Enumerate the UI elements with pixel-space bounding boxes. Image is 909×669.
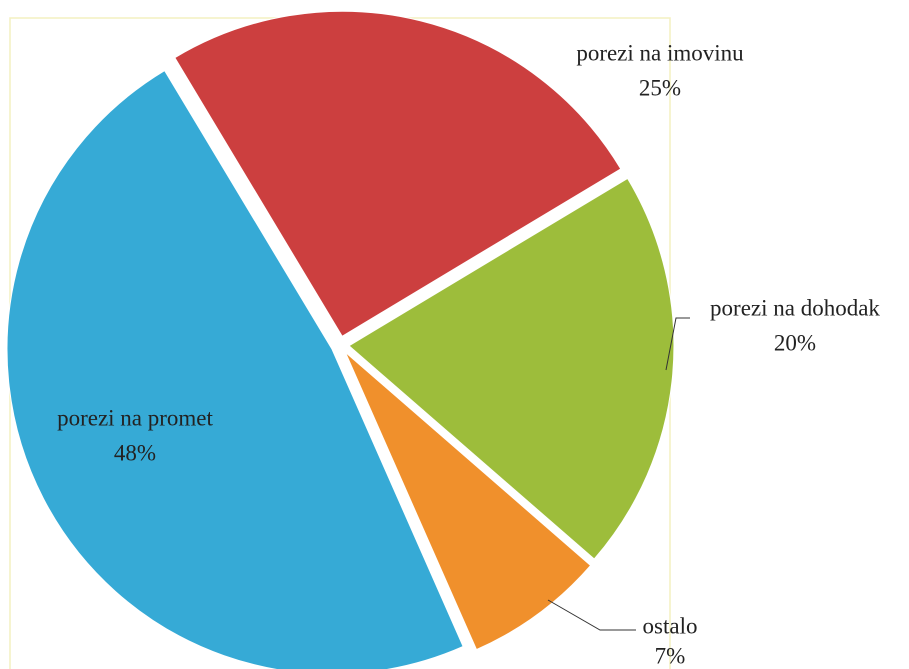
slice-value-label: 7%	[655, 643, 686, 668]
leader-line	[665, 317, 690, 371]
pie-slice	[6, 69, 464, 669]
slice-value-label: 20%	[774, 330, 816, 355]
slice-label: porezi na promet	[57, 405, 213, 430]
leader-line	[547, 599, 636, 631]
slice-value-label: 25%	[639, 75, 681, 100]
slice-label: porezi na dohodak	[710, 295, 880, 320]
pie-slice	[344, 351, 592, 651]
slice-label: ostalo	[643, 613, 698, 638]
pie-slice	[174, 10, 622, 337]
slice-label: porezi na imovinu	[576, 40, 744, 65]
slice-value-label: 48%	[114, 440, 156, 465]
pie-slice	[348, 177, 675, 560]
